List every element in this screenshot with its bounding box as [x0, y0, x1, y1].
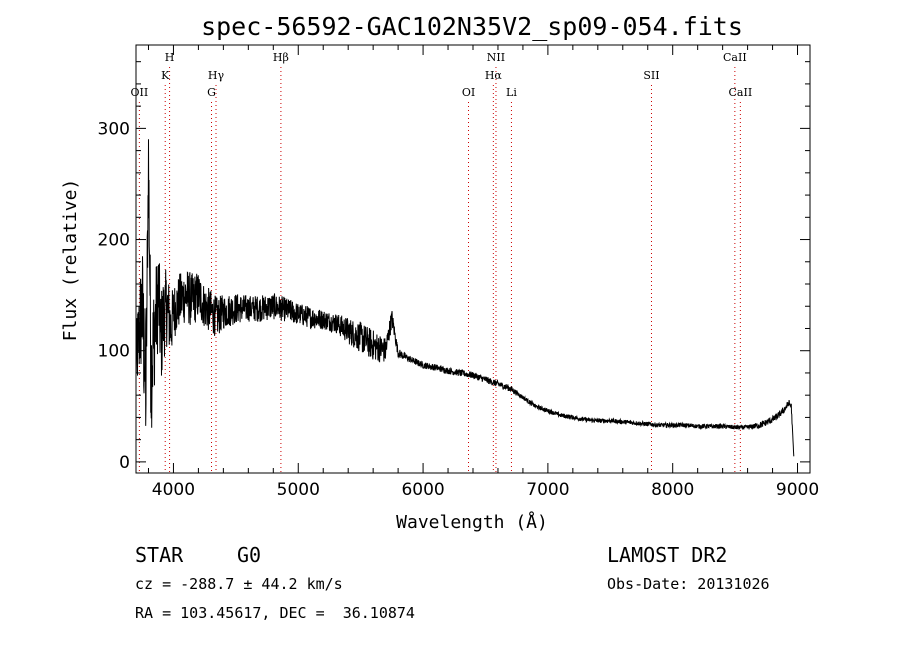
- survey-label: LAMOST DR2: [607, 543, 728, 567]
- y-tick-label: 200: [98, 231, 130, 251]
- spectral-line-label: OI: [462, 86, 475, 99]
- y-tick-label: 100: [98, 342, 130, 362]
- plot-frame: [135, 44, 811, 474]
- spectral-line-label: SII: [643, 69, 659, 82]
- x-tick-label: 4000: [152, 480, 195, 500]
- x-axis-label: Wavelength (Å): [396, 511, 548, 533]
- x-tick-label: 6000: [401, 480, 444, 500]
- spectrum-series: [135, 139, 795, 457]
- y-tick-label: 0: [119, 453, 130, 473]
- object-class: STAR: [135, 543, 184, 567]
- x-tick-label: 8000: [651, 480, 694, 500]
- observation-date: Obs-Date: 20131026: [607, 575, 770, 593]
- spectral-line-label: Hγ: [208, 69, 225, 82]
- spectral-line-label: H: [165, 51, 175, 64]
- axis-ticks: 4000 5000 6000 7000 8000 9000 0 100 200 300: [98, 45, 819, 500]
- spectral-line-label: CaII: [729, 86, 753, 99]
- spectral-line-label: CaII: [723, 51, 747, 64]
- spectral-line-label: OII: [131, 86, 149, 99]
- x-tick-label: 9000: [776, 480, 819, 500]
- spectral-line-label: Hα: [485, 69, 503, 82]
- spectral-line-label: Li: [506, 86, 517, 99]
- chart-title: spec-56592-GAC102N35V2_sp09-054.fits: [201, 12, 743, 41]
- object-subclass: G0: [237, 543, 262, 567]
- y-tick-label: 300: [98, 119, 130, 139]
- spectral-line-label: NII: [487, 51, 505, 64]
- spectral-line-label: Hβ: [273, 51, 289, 64]
- spectral-line-label: G: [207, 86, 216, 99]
- x-tick-label: 5000: [277, 480, 320, 500]
- redshift-readout: cz = -288.7 ± 44.2 km/s: [135, 575, 343, 593]
- coordinates-readout: RA = 103.45617, DEC = 36.10874: [135, 604, 415, 622]
- y-axis-label: Flux (relative): [60, 179, 81, 342]
- x-tick-label: 7000: [526, 480, 569, 500]
- spectral-line-label: K: [161, 69, 170, 82]
